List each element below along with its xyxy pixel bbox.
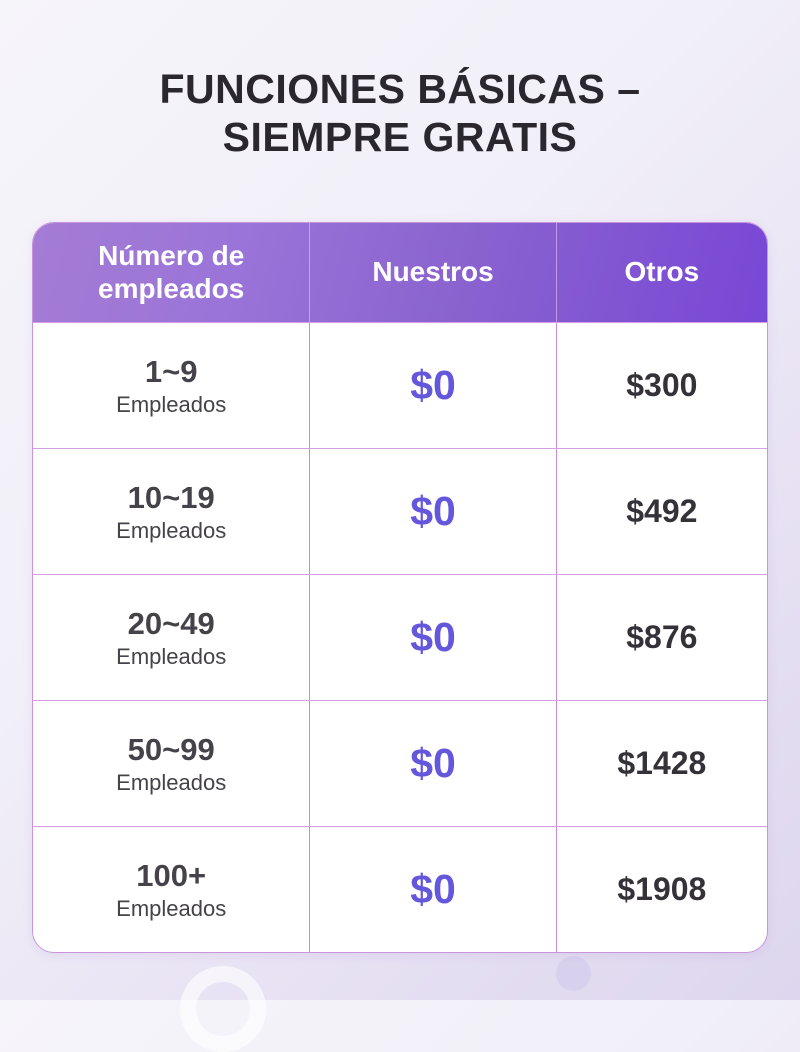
other-price-cell: $1428 <box>555 701 767 826</box>
page-title-line2: SIEMPRE GRATIS <box>222 113 578 160</box>
our-price-cell: $0 <box>309 575 555 700</box>
header-others: Otros <box>555 223 767 322</box>
employee-range-cell: 100+ Empleados <box>33 827 309 952</box>
header-others-label: Otros <box>624 256 700 288</box>
table-row: 1~9 Empleados $0 $300 <box>33 322 767 448</box>
employee-range: 50~99 <box>127 731 215 767</box>
header-employee-count: Número de empleados <box>33 223 309 322</box>
other-price: $876 <box>626 619 698 655</box>
our-price-cell: $0 <box>309 323 555 448</box>
other-price-cell: $300 <box>555 323 767 448</box>
our-price: $0 <box>410 488 456 534</box>
table-row: 10~19 Empleados $0 $492 <box>33 448 767 574</box>
other-price: $1428 <box>617 745 707 781</box>
table-row: 50~99 Empleados $0 $1428 <box>33 700 767 826</box>
our-price: $0 <box>410 614 456 660</box>
header-ours: Nuestros <box>309 223 555 322</box>
pricing-table: Número de empleados Nuestros Otros 1~9 E… <box>32 222 768 953</box>
table-row: 100+ Empleados $0 $1908 <box>33 826 767 952</box>
other-price: $1908 <box>617 871 707 907</box>
our-price-cell: $0 <box>309 449 555 574</box>
page-title: FUNCIONES BÁSICAS – SIEMPRE GRATIS <box>0 66 800 162</box>
employee-range-cell: 10~19 Empleados <box>33 449 309 574</box>
other-price-cell: $492 <box>555 449 767 574</box>
other-price-cell: $876 <box>555 575 767 700</box>
employee-range: 10~19 <box>127 479 215 515</box>
table-row: 20~49 Empleados $0 $876 <box>33 574 767 700</box>
table-header-row: Número de empleados Nuestros Otros <box>33 223 767 322</box>
our-price: $0 <box>410 866 456 912</box>
employee-unit-label: Empleados <box>116 391 227 417</box>
employee-range-cell: 1~9 Empleados <box>33 323 309 448</box>
table-body: 1~9 Empleados $0 $300 10~19 Empleados $0… <box>33 322 767 952</box>
employee-unit-label: Empleados <box>116 895 227 921</box>
employee-range: 100+ <box>136 857 207 893</box>
other-price-cell: $1908 <box>555 827 767 952</box>
employee-range-cell: 50~99 Empleados <box>33 701 309 826</box>
decorative-ring <box>180 966 266 1052</box>
header-employee-count-label: Número de empleados <box>98 240 245 304</box>
employee-unit-label: Empleados <box>116 517 227 543</box>
employee-range-cell: 20~49 Empleados <box>33 575 309 700</box>
our-price: $0 <box>410 740 456 786</box>
employee-range: 20~49 <box>127 605 215 641</box>
decorative-dot <box>556 956 591 991</box>
header-ours-label: Nuestros <box>372 256 494 288</box>
employee-unit-label: Empleados <box>116 769 227 795</box>
our-price-cell: $0 <box>309 827 555 952</box>
other-price: $492 <box>626 493 698 529</box>
employee-range: 1~9 <box>144 353 198 389</box>
page-title-line1: FUNCIONES BÁSICAS – <box>159 66 641 112</box>
our-price: $0 <box>410 362 456 408</box>
employee-unit-label: Empleados <box>116 643 227 669</box>
other-price: $300 <box>626 367 698 403</box>
our-price-cell: $0 <box>309 701 555 826</box>
